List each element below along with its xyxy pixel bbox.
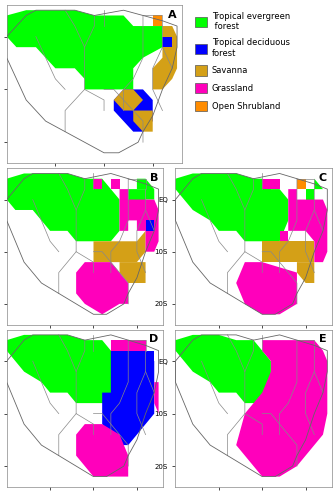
Polygon shape <box>288 361 297 371</box>
Text: E: E <box>319 335 327 344</box>
Polygon shape <box>236 340 327 477</box>
Polygon shape <box>111 340 146 351</box>
Polygon shape <box>288 189 327 262</box>
Text: D: D <box>149 335 158 344</box>
Polygon shape <box>133 111 153 132</box>
Polygon shape <box>120 262 146 283</box>
Text: B: B <box>150 173 158 183</box>
Polygon shape <box>176 174 327 314</box>
Polygon shape <box>306 179 323 189</box>
Polygon shape <box>7 10 162 90</box>
Polygon shape <box>153 26 177 90</box>
Polygon shape <box>271 179 280 189</box>
Polygon shape <box>297 262 314 283</box>
Polygon shape <box>262 241 314 262</box>
Polygon shape <box>76 424 128 477</box>
Polygon shape <box>297 179 306 189</box>
Polygon shape <box>176 174 288 241</box>
Polygon shape <box>280 231 288 241</box>
Polygon shape <box>262 179 271 189</box>
Polygon shape <box>93 231 146 262</box>
Polygon shape <box>7 174 120 241</box>
Polygon shape <box>114 90 153 132</box>
Text: C: C <box>319 173 327 183</box>
Polygon shape <box>7 335 158 477</box>
Polygon shape <box>236 262 297 314</box>
Polygon shape <box>146 220 154 231</box>
Polygon shape <box>93 179 102 189</box>
Polygon shape <box>154 382 158 414</box>
Polygon shape <box>76 262 128 314</box>
Polygon shape <box>306 189 314 200</box>
Polygon shape <box>120 189 158 252</box>
Text: A: A <box>168 10 177 20</box>
Polygon shape <box>162 36 172 47</box>
Polygon shape <box>128 189 146 210</box>
Polygon shape <box>297 340 306 345</box>
Polygon shape <box>306 340 314 351</box>
Polygon shape <box>7 335 120 403</box>
Polygon shape <box>297 340 306 351</box>
Polygon shape <box>120 414 137 424</box>
Polygon shape <box>137 179 154 200</box>
Polygon shape <box>114 90 143 111</box>
Legend: Tropical evergreen
 forest, Tropical deciduous
forest, Savanna, Grassland, Open : Tropical evergreen forest, Tropical deci… <box>192 9 292 113</box>
Polygon shape <box>176 335 271 403</box>
Polygon shape <box>7 174 158 314</box>
Polygon shape <box>146 351 154 361</box>
Polygon shape <box>7 10 177 153</box>
Polygon shape <box>102 351 154 445</box>
Polygon shape <box>153 15 162 26</box>
Polygon shape <box>111 179 120 189</box>
Polygon shape <box>176 335 327 477</box>
